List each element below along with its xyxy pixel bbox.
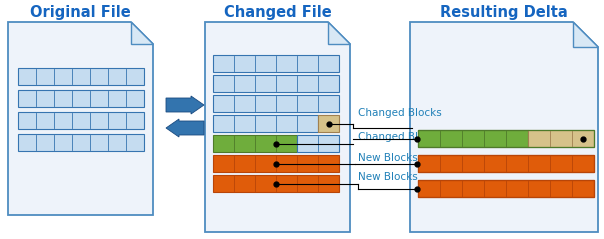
Bar bbox=[418, 155, 594, 172]
Text: Resulting Delta: Resulting Delta bbox=[440, 5, 568, 20]
Bar bbox=[213, 175, 339, 192]
Bar bbox=[18, 90, 144, 107]
Bar bbox=[18, 68, 144, 85]
Bar bbox=[213, 155, 339, 172]
Bar bbox=[418, 130, 528, 147]
Bar bbox=[318, 115, 339, 132]
Bar bbox=[213, 135, 297, 152]
Text: New Blocks: New Blocks bbox=[358, 153, 418, 163]
Bar bbox=[528, 130, 594, 147]
Text: Changed Blocks: Changed Blocks bbox=[358, 108, 442, 118]
Text: Original File: Original File bbox=[30, 5, 131, 20]
Text: Changed File: Changed File bbox=[223, 5, 332, 20]
Bar bbox=[213, 115, 318, 132]
FancyArrow shape bbox=[166, 119, 204, 137]
Polygon shape bbox=[328, 22, 350, 44]
FancyArrow shape bbox=[166, 96, 204, 114]
Polygon shape bbox=[205, 22, 350, 232]
Bar bbox=[418, 180, 594, 197]
Bar bbox=[418, 180, 594, 197]
Bar bbox=[213, 75, 339, 92]
Bar bbox=[297, 135, 339, 152]
Bar bbox=[18, 134, 144, 151]
Bar bbox=[213, 55, 339, 72]
Polygon shape bbox=[131, 22, 153, 44]
Polygon shape bbox=[573, 22, 598, 47]
Bar bbox=[18, 112, 144, 129]
Bar bbox=[418, 155, 594, 172]
Polygon shape bbox=[8, 22, 153, 215]
Text: Changed Blocks: Changed Blocks bbox=[358, 132, 442, 142]
Bar bbox=[213, 95, 339, 112]
Text: New Blocks: New Blocks bbox=[358, 172, 418, 182]
Bar bbox=[418, 130, 594, 147]
Polygon shape bbox=[410, 22, 598, 232]
